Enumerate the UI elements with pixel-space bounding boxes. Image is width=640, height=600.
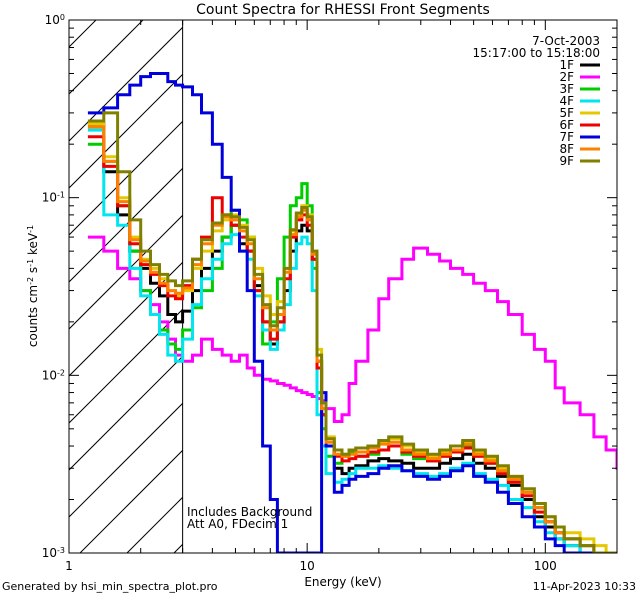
legend: 7-Oct-2003 15:17:00 to 15:18:00 1F2F3F4F… bbox=[473, 34, 600, 168]
legend-label-2f: 2F bbox=[559, 70, 574, 84]
x-tick-label: 100 bbox=[534, 559, 557, 573]
annotations: Includes Background Att A0, FDecim 1 bbox=[187, 505, 312, 531]
footer-generated-by: Generated by hsi_min_spectra_plot.pro bbox=[2, 580, 218, 593]
legend-label-3f: 3F bbox=[559, 82, 574, 96]
y-tick-label: 10-2 bbox=[42, 368, 65, 383]
legend-label-9f: 9F bbox=[559, 154, 574, 168]
annotation-background: Includes Background bbox=[187, 505, 312, 519]
series-layer bbox=[87, 72, 617, 553]
hatch-line bbox=[69, 26, 183, 142]
series-line-6f bbox=[87, 135, 617, 553]
series-line-4f bbox=[87, 128, 617, 553]
hatch-line bbox=[69, 355, 183, 471]
legend-label-4f: 4F bbox=[559, 94, 574, 108]
y-axis-label: counts cm-2 s-1 keV-1 bbox=[26, 225, 41, 347]
hatch-line bbox=[69, 20, 97, 48]
x-axis-label: Energy (keV) bbox=[304, 575, 381, 589]
y-tick-label: 100 bbox=[45, 13, 65, 28]
legend-label-6f: 6F bbox=[559, 118, 574, 132]
y-tick-label: 10-1 bbox=[42, 190, 65, 205]
legend-time-range: 15:17:00 to 15:18:00 bbox=[473, 46, 600, 60]
hatch-line bbox=[69, 214, 183, 330]
legend-label-1f: 1F bbox=[559, 58, 574, 72]
legend-label-5f: 5F bbox=[559, 106, 574, 120]
footer-timestamp: 11-Apr-2023 10:33 bbox=[532, 580, 636, 593]
hatch-line bbox=[0, 0, 116, 553]
legend-label-8f: 8F bbox=[559, 142, 574, 156]
series-line-9f bbox=[87, 111, 617, 553]
x-tick-label: 10 bbox=[300, 559, 315, 573]
chart-title: Count Spectra for RHESSI Front Segments bbox=[196, 2, 490, 18]
hatch-line bbox=[69, 167, 183, 283]
y-tick-label: 10-3 bbox=[42, 546, 65, 561]
plot-frame bbox=[68, 19, 618, 554]
legend-label-7f: 7F bbox=[559, 130, 574, 144]
x-tick-label: 1 bbox=[65, 559, 73, 573]
hatched-region bbox=[0, 0, 184, 553]
axis-ticks: 1 10 100 10-3 10-2 10-1 100 bbox=[42, 13, 618, 573]
legend-date: 7-Oct-2003 bbox=[532, 34, 600, 48]
hatch-line bbox=[79, 449, 183, 553]
series-line-8f bbox=[87, 125, 617, 553]
hatch-line bbox=[69, 20, 144, 95]
hatch-line bbox=[69, 402, 183, 518]
annotation-attenuator: Att A0, FDecim 1 bbox=[187, 517, 288, 531]
